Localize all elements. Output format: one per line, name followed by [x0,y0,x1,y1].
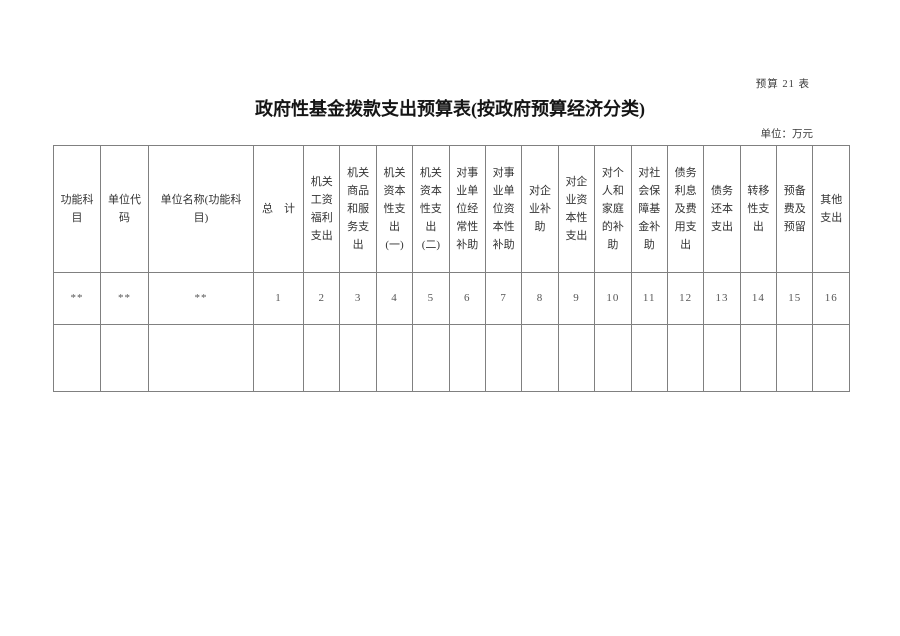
data-cell: 16 [812,272,850,325]
data-cell: 1 [253,272,305,325]
header-cell-unit-name: 单位名称(功能科 目) [147,145,255,273]
data-cell: ** [147,272,255,325]
header-cell-unit-code: 单位代 码 [100,145,149,273]
empty-cell [253,324,305,392]
header-cell-functional-subject: 功能科 目 [53,145,101,273]
data-cell: 10 [594,272,632,325]
empty-cell [557,324,596,392]
header-cell-enterprise-subsidy: 对企 业补 助 [521,145,559,273]
empty-cell [739,324,778,392]
table-empty-row [53,324,850,392]
header-cell-enterprise-capital: 对企 业资 本性 支出 [557,145,596,273]
empty-cell [303,324,341,392]
header-cell-social-security-subsidy: 对社 会保 障基 金补 助 [630,145,668,273]
header-cell-individual-family-subsidy: 对个 人和 家庭 的补 助 [594,145,632,273]
data-cell: 11 [630,272,668,325]
data-cell: 9 [557,272,596,325]
data-cell: 12 [666,272,705,325]
header-cell-reserve-fund: 预备 费及 预留 [776,145,814,273]
data-cell: 4 [375,272,414,325]
empty-cell [100,324,149,392]
empty-cell [703,324,741,392]
header-cell-agency-capital-2: 机关 资本 性支 出 (二) [412,145,450,273]
data-cell: ** [53,272,101,325]
header-cell-institution-regular-subsidy: 对事 业单 位经 常性 补助 [448,145,486,273]
data-cell: ** [100,272,149,325]
empty-cell [339,324,377,392]
empty-cell [147,324,255,392]
empty-cell [594,324,632,392]
data-cell: 7 [484,272,523,325]
empty-cell [53,324,101,392]
header-cell-agency-goods-services: 机关 商品 和服 务支 出 [339,145,377,273]
empty-cell [521,324,559,392]
empty-cell [448,324,486,392]
data-cell: 13 [703,272,741,325]
table-header-row: 功能科 目 单位代 码 单位名称(功能科 目) 总 计 机关 工资 福利 支出 … [53,145,850,273]
data-cell: 6 [448,272,486,325]
header-cell-other-expenditure: 其他 支出 [812,145,850,273]
data-cell: 15 [776,272,814,325]
empty-cell [666,324,705,392]
budget-table: 功能科 目 单位代 码 单位名称(功能科 目) 总 计 机关 工资 福利 支出 … [53,145,850,392]
table-column-number-row: ** ** ** 1 2 3 4 5 6 7 8 9 10 11 12 13 1… [53,272,850,325]
header-cell-transfer-expenditure: 转移 性支 出 [739,145,778,273]
empty-cell [776,324,814,392]
page-title: 政府性基金拨款支出预算表(按政府预算经济分类) [255,99,645,119]
empty-cell [630,324,668,392]
header-cell-institution-capital-subsidy: 对事 业单 位资 本性 补助 [484,145,523,273]
empty-cell [484,324,523,392]
unit-label: 单位：万元 [760,129,814,140]
data-cell: 8 [521,272,559,325]
data-cell: 2 [303,272,341,325]
header-cell-debt-interest-fees: 债务 利息 及费 用支 出 [666,145,705,273]
corner-table-number-label: 预算 21 表 [755,79,810,90]
header-cell-agency-capital-1: 机关 资本 性支 出 (一) [375,145,414,273]
header-cell-agency-wage-welfare: 机关 工资 福利 支出 [303,145,341,273]
empty-cell [812,324,850,392]
data-cell: 3 [339,272,377,325]
data-cell: 5 [412,272,450,325]
empty-cell [412,324,450,392]
header-cell-total: 总 计 [253,145,305,273]
header-cell-debt-principal: 债务 还本 支出 [703,145,741,273]
data-cell: 14 [739,272,778,325]
empty-cell [375,324,414,392]
